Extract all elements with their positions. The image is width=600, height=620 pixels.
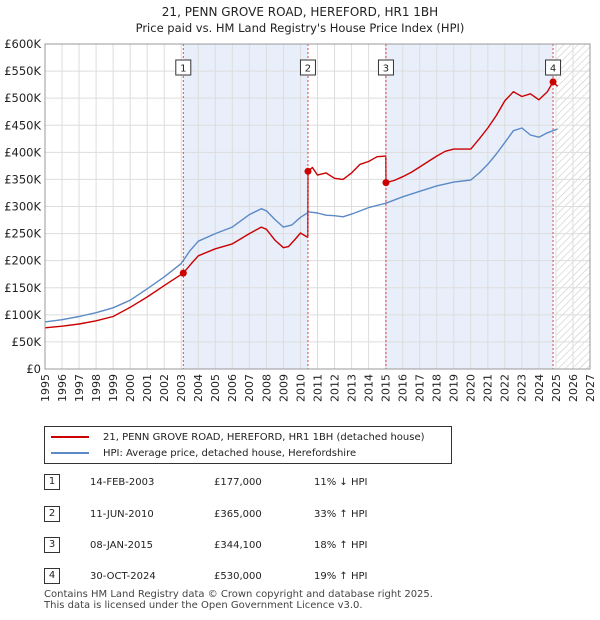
y-tick-label: £450K (4, 118, 41, 132)
x-tick-label: 2007 (243, 374, 256, 402)
y-tick-label: £400K (4, 145, 41, 159)
annotation-box (299, 59, 316, 76)
y-tick-label: £500K (4, 91, 41, 105)
x-tick-label: 2016 (397, 374, 410, 402)
x-tick-label: 2017 (414, 374, 427, 402)
table-row: 2 11-JUN-2010 £365,000 33% ↑ HPI (44, 506, 544, 524)
sale-point (304, 167, 312, 175)
table-row: 4 30-OCT-2024 £530,000 19% ↑ HPI (44, 568, 544, 586)
x-tick-label: 2019 (448, 374, 461, 402)
x-tick-label: 2002 (158, 374, 171, 402)
legend-label-property: 21, PENN GROVE ROAD, HEREFORD, HR1 1BH (… (103, 431, 425, 443)
transaction-price: £177,000 (214, 477, 262, 488)
x-tick-label: 1995 (39, 374, 52, 402)
chart-title: 21, PENN GROVE ROAD, HEREFORD, HR1 1BH (162, 5, 438, 19)
y-tick-label: £350K (4, 172, 41, 186)
x-tick-label: 2003 (175, 374, 188, 402)
transaction-price: £365,000 (214, 509, 262, 520)
x-tick-label: 2008 (260, 374, 273, 402)
y-tick-label: £250K (4, 227, 41, 241)
x-tick-label: 2023 (516, 374, 529, 402)
sale-point (179, 269, 187, 277)
y-tick-label: £600K (4, 37, 41, 51)
annotation-box (545, 59, 562, 76)
transaction-date: 30-OCT-2024 (90, 571, 156, 582)
chart-subtitle: Price paid vs. HM Land Registry's House … (136, 21, 465, 35)
x-tick-label: 2026 (567, 374, 580, 402)
annotation-box (377, 59, 394, 76)
transaction-price: £530,000 (214, 571, 262, 582)
plot-border (44, 43, 591, 370)
footer: Contains HM Land Registry data © Crown c… (44, 589, 433, 611)
transaction-hpi: 33% ↑ HPI (314, 509, 368, 520)
x-tick-label: 2024 (533, 374, 546, 402)
x-tick-label: 2010 (294, 374, 307, 402)
transaction-hpi: 19% ↑ HPI (314, 571, 368, 582)
x-tick-label: 2013 (345, 374, 358, 402)
legend-item-property: 21, PENN GROVE ROAD, HEREFORD, HR1 1BH (… (51, 430, 425, 444)
x-tick-label: 2011 (311, 374, 324, 402)
series-line-property (44, 81, 559, 329)
y-tick-label: £550K (4, 64, 41, 78)
sale-point (382, 179, 390, 187)
table-row: 3 08-JAN-2015 £344,100 18% ↑ HPI (44, 537, 544, 555)
legend-swatch-hpi (51, 452, 89, 454)
y-tick-label: £50K (12, 335, 42, 349)
annotation-box (175, 59, 192, 76)
annotation-label: 2 (305, 64, 311, 75)
annotation-label: 4 (550, 64, 556, 75)
y-tick-label: £150K (4, 281, 41, 295)
annotation-label: 1 (180, 64, 186, 75)
x-tick-label: 2015 (379, 374, 392, 402)
transaction-hpi: 11% ↓ HPI (314, 477, 368, 488)
x-tick-label: 2004 (192, 374, 205, 402)
transaction-number: 4 (44, 568, 60, 584)
x-tick-label: 1997 (73, 374, 86, 402)
transaction-number: 3 (44, 537, 60, 553)
x-tick-label: 2000 (124, 374, 137, 402)
sale-point (549, 78, 557, 86)
y-tick-label: £300K (4, 200, 41, 214)
x-tick-label: 1998 (90, 374, 103, 402)
x-tick-label: 1999 (107, 374, 120, 402)
footer-copyright: Contains HM Land Registry data © Crown c… (44, 589, 433, 600)
x-tick-label: 2027 (584, 374, 597, 402)
footer-licence: This data is licensed under the Open Gov… (44, 600, 363, 611)
legend: 21, PENN GROVE ROAD, HEREFORD, HR1 1BH (… (44, 426, 452, 464)
x-tick-label: 2022 (499, 374, 512, 402)
y-tick-label: £0 (26, 362, 41, 376)
transaction-date: 14-FEB-2003 (90, 477, 155, 488)
y-tick-label: £100K (4, 308, 41, 322)
x-tick-label: 2009 (277, 374, 290, 402)
legend-swatch-property (51, 436, 89, 438)
chart: 21, PENN GROVE ROAD, HEREFORD, HR1 1BH P… (4, 5, 597, 402)
x-tick-label: 2018 (431, 374, 444, 402)
annotation-label: 3 (383, 64, 389, 75)
x-tick-label: 2025 (550, 374, 563, 402)
x-tick-label: 2006 (226, 374, 239, 402)
legend-label-hpi: HPI: Average price, detached house, Here… (103, 447, 357, 459)
transaction-price: £344,100 (214, 540, 262, 551)
y-tick-label: £200K (4, 254, 41, 268)
series-line-hpi (44, 127, 558, 323)
x-tick-label: 2005 (209, 374, 222, 402)
x-tick-label: 2020 (465, 374, 478, 402)
transaction-number: 1 (44, 474, 60, 490)
transaction-number: 2 (44, 506, 60, 522)
x-tick-label: 2021 (482, 374, 495, 402)
x-tick-label: 2014 (362, 374, 375, 402)
table-row: 1 14-FEB-2003 £177,000 11% ↓ HPI (44, 474, 544, 492)
x-tick-label: 2001 (141, 374, 154, 402)
transaction-date: 11-JUN-2010 (90, 509, 154, 520)
legend-item-hpi: HPI: Average price, detached house, Here… (51, 446, 356, 460)
x-tick-label: 1996 (56, 374, 69, 402)
transaction-hpi: 18% ↑ HPI (314, 540, 368, 551)
x-tick-label: 2012 (328, 374, 341, 402)
transaction-date: 08-JAN-2015 (90, 540, 154, 551)
